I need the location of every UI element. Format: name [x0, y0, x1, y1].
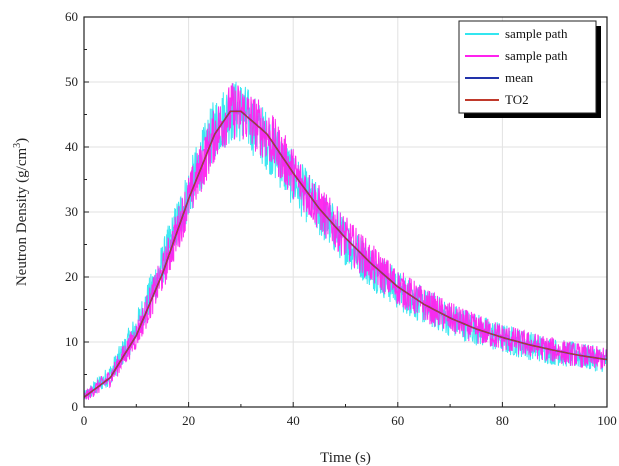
y-tick-label: 0 [72, 399, 79, 414]
legend-label: sample path [505, 48, 568, 63]
legend-label: mean [505, 70, 534, 85]
series-line-sample-path-1 [83, 81, 608, 400]
series-layer [83, 81, 608, 400]
series-line-to2 [83, 110, 608, 398]
legend-box [458, 20, 597, 114]
y-tick-label: 30 [65, 204, 78, 219]
x-tick-label: 80 [496, 413, 509, 428]
y-axis-title: Neutron Density (g/cm3) [12, 138, 30, 286]
legend: sample path sample path mean TO2 [458, 20, 601, 118]
x-tick-label: 60 [391, 413, 404, 428]
x-tick-label: 100 [597, 413, 617, 428]
y-tick-label: 10 [65, 334, 78, 349]
x-tick-label: 40 [287, 413, 300, 428]
x-tick-label: 20 [182, 413, 195, 428]
y-tick-label: 60 [65, 9, 78, 24]
x-axis-title: Time (s) [320, 450, 371, 466]
y-tick-label: 50 [65, 74, 78, 89]
legend-label: TO2 [505, 92, 529, 107]
x-tick-label: 0 [81, 413, 88, 428]
legend-label: sample path [505, 26, 568, 41]
series-line-sample-path-2 [83, 83, 608, 400]
y-tick-label: 40 [65, 139, 78, 154]
ticks: 0 20 40 60 80 100 0 10 20 30 40 50 60 [65, 9, 617, 428]
y-tick-label: 20 [65, 269, 78, 284]
